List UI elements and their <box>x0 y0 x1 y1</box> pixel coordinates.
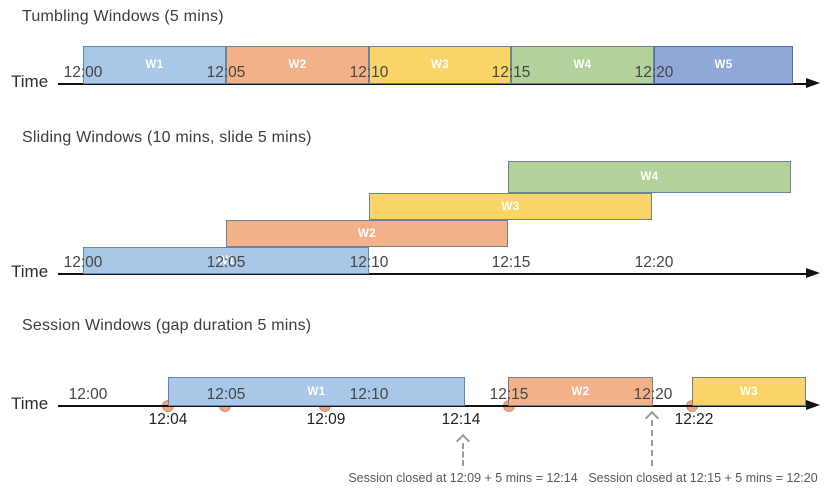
window-box-w3: W3 <box>692 377 806 406</box>
dashed-arrow-line <box>651 420 653 466</box>
window-label: W2 <box>357 227 377 240</box>
tick-label: 12:15 <box>491 254 531 271</box>
window-box-w5: W5 <box>654 46 793 84</box>
window-box-w1: W1 <box>168 377 465 406</box>
window-label: W2 <box>288 59 307 71</box>
window-label: W2 <box>571 385 590 398</box>
window-box-w3: W3 <box>369 193 652 220</box>
window-box-w4: W4 <box>511 46 654 84</box>
tick-label: 12:10 <box>349 254 389 271</box>
event-time-label: 12:14 <box>441 411 481 428</box>
tick-label: 12:00 <box>63 254 103 271</box>
session-closed-caption: Session closed at 12:09 + 5 mins = 12:14 <box>348 471 578 485</box>
window-box-w1: W1 <box>83 247 369 274</box>
window-label: W5 <box>714 59 733 71</box>
timeline-arrowhead-icon <box>806 268 820 278</box>
timeline-axis <box>58 83 806 85</box>
timeline-axis <box>58 405 806 407</box>
window-box-w2: W2 <box>226 220 508 247</box>
window-box-w2: W2 <box>508 377 653 406</box>
tick-label: 12:00 <box>63 64 103 81</box>
tick-label: 12:10 <box>349 64 389 81</box>
event-time-label: 12:09 <box>306 411 346 428</box>
tick-label: 12:10 <box>349 386 389 403</box>
tick-label: 12:05 <box>206 254 246 271</box>
time-axis-label-sliding: Time <box>11 262 49 281</box>
tick-label: 12:05 <box>206 386 246 403</box>
timeline-arrowhead-icon <box>806 78 820 88</box>
window-box-w1: W1 <box>83 46 226 84</box>
window-label: W3 <box>739 385 759 398</box>
window-label: W4 <box>640 171 659 183</box>
window-label: W1 <box>145 59 164 71</box>
section-title-session-windows: Session Windows (gap duration 5 mins) <box>22 317 312 334</box>
section-title-tumbling-windows: Tumbling Windows (5 mins) <box>22 8 224 25</box>
timeline-arrowhead-icon <box>806 400 820 410</box>
window-label: W3 <box>501 200 520 213</box>
tick-label: 12:15 <box>489 386 529 403</box>
session-closed-caption: Session closed at 12:15 + 5 mins = 12:20 <box>588 471 818 485</box>
window-label: W4 <box>573 59 592 71</box>
tick-label: 12:05 <box>206 64 246 81</box>
timeline-axis <box>58 273 806 275</box>
section-title-sliding-windows: Sliding Windows (10 mins, slide 5 mins) <box>22 129 312 146</box>
tick-label: 12:15 <box>491 64 531 81</box>
event-time-label: 12:22 <box>674 411 714 428</box>
window-box-w4: W4 <box>508 161 791 193</box>
event-time-label: 12:04 <box>148 411 188 428</box>
window-label: W3 <box>430 59 450 71</box>
window-label: W1 <box>216 254 236 267</box>
tick-label: 12:20 <box>634 64 674 81</box>
window-box-w2: W2 <box>226 46 369 84</box>
time-axis-label-tumbling: Time <box>11 72 49 91</box>
time-axis-label-session: Time <box>11 394 49 413</box>
dashed-arrow-line <box>462 443 464 466</box>
tick-label: 12:20 <box>633 386 673 403</box>
window-box-w3: W3 <box>369 46 511 84</box>
tick-label: 12:00 <box>68 386 108 403</box>
window-label: W1 <box>307 385 326 398</box>
tick-label: 12:20 <box>634 254 674 271</box>
